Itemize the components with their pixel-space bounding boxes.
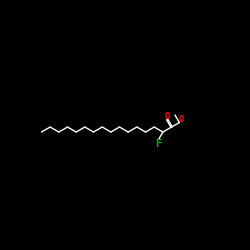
Text: O: O — [164, 112, 170, 121]
Text: O: O — [179, 115, 184, 124]
Text: F: F — [155, 139, 160, 149]
